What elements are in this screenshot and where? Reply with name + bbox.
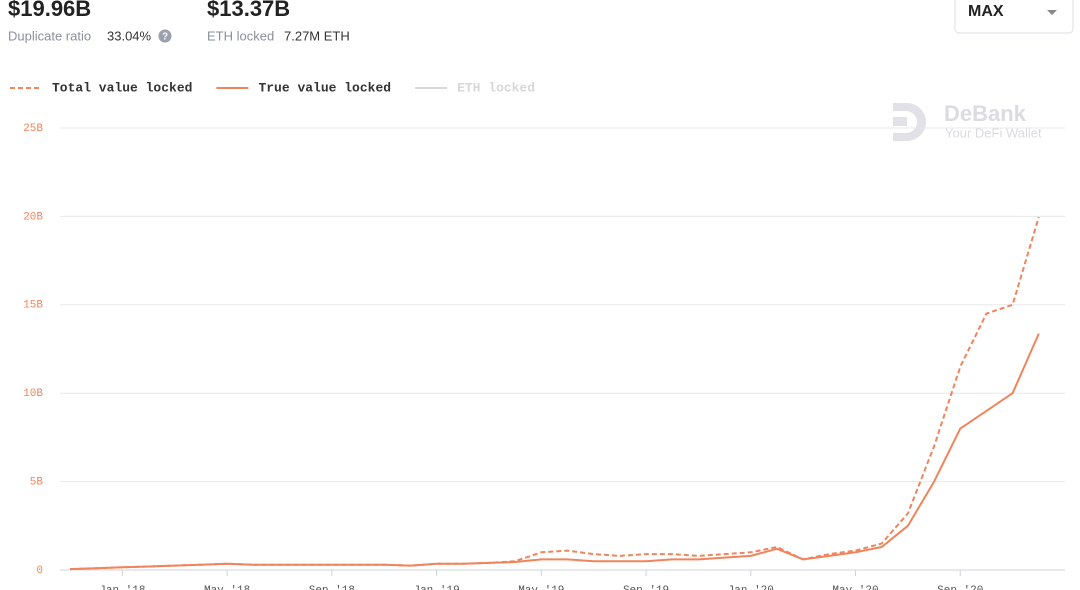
- svg-text:?: ?: [162, 32, 168, 43]
- series-line: [69, 333, 1040, 571]
- eth-label: ETH locked: [207, 28, 274, 43]
- help-icon[interactable]: ?: [158, 29, 172, 43]
- y-tick-label: 15B: [23, 300, 43, 312]
- y-tick-label: 10B: [23, 388, 43, 400]
- legend-item[interactable]: True value locked: [216, 80, 391, 95]
- y-tick-label: 5B: [30, 477, 44, 489]
- plot: 0 5B 10B 15B 20B 25B Jan '18 May '18 Sep '18 Jan …: [23, 123, 1065, 590]
- y-tick-label: 0: [36, 565, 43, 577]
- total-value: $19.96B: [8, 0, 91, 21]
- x-tick-label: Jan '18: [99, 585, 145, 590]
- legend-label: Total value locked: [52, 80, 192, 95]
- duplicate-value: 33.04%: [107, 28, 152, 43]
- x-tick-label: Sep '19: [623, 585, 669, 590]
- legend-item[interactable]: ETH locked: [415, 80, 535, 95]
- range-dropdown[interactable]: MAX: [954, 0, 1074, 34]
- legend-item[interactable]: Total value locked: [10, 80, 192, 95]
- x-tick-label: May '18: [204, 585, 250, 590]
- legend-label: ETH locked: [457, 80, 535, 95]
- x-tick-label: May '20: [832, 585, 878, 590]
- y-tick-label: 25B: [23, 123, 43, 135]
- x-tick-label: Jan '19: [413, 585, 459, 590]
- eth-value: 7.27M ETH: [284, 28, 350, 43]
- x-tick-label: Sep '20: [937, 585, 983, 590]
- legend-label: True value locked: [258, 80, 391, 95]
- x-tick-label: Jan '20: [728, 585, 774, 590]
- range-value: MAX: [968, 3, 1004, 20]
- true-value: $13.37B: [207, 0, 290, 21]
- legend: Total value locked True value locked ETH l…: [10, 80, 535, 95]
- duplicate-label: Duplicate ratio: [8, 28, 91, 43]
- watermark-tagline: Your DeFi Wallet: [945, 125, 1042, 140]
- watermark-brand: DeBank: [944, 101, 1027, 126]
- x-tick-label: May '19: [518, 585, 564, 590]
- watermark: DeBank Your DeFi Wallet: [893, 101, 1042, 141]
- y-tick-label: 20B: [23, 211, 43, 223]
- x-tick-label: Sep '18: [309, 585, 355, 590]
